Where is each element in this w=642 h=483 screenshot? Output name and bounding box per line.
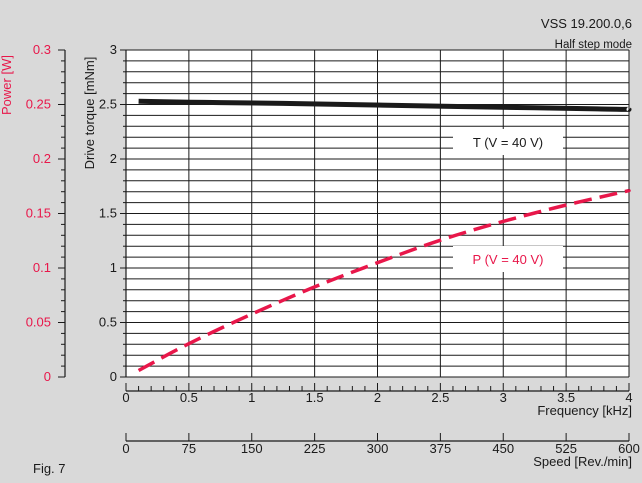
x-tick-label: 1.5 bbox=[306, 390, 324, 405]
x2-tick-label: 600 bbox=[618, 441, 640, 456]
x-tick-label: 3.5 bbox=[557, 390, 575, 405]
x2-axis-label: Speed [Rev./min] bbox=[533, 454, 632, 469]
y-tick-label: 0.5 bbox=[99, 315, 117, 330]
y-tick-label: 0 bbox=[110, 369, 117, 384]
x2-tick-label: 525 bbox=[555, 441, 577, 456]
series bbox=[137, 98, 632, 373]
y-tick-label: 1 bbox=[110, 260, 117, 275]
x-tick-label: 0.5 bbox=[180, 390, 198, 405]
tick-labels: 0 0.05 0.1 0.15 0.2 0.25 0.3 0 0.5 1 1.5 2 2.5 3 0 0.5 1… bbox=[26, 42, 640, 456]
y-tick-label: 2 bbox=[110, 151, 117, 166]
x2-tick-label: 0 bbox=[122, 441, 129, 456]
y-axis-label: Drive torque [mNm] bbox=[82, 57, 97, 170]
series-labels: T (V = 40 V) P (V = 40 V) bbox=[453, 129, 563, 272]
y-tick-label: 3 bbox=[110, 42, 117, 57]
y2-tick-label: 0.15 bbox=[26, 206, 51, 221]
torque-series-label-box bbox=[453, 129, 563, 155]
torque-series-label: T (V = 40 V) bbox=[473, 135, 543, 150]
x2-tick-label: 75 bbox=[182, 441, 196, 456]
y2-tick-label: 0.2 bbox=[33, 151, 51, 166]
x-tick-label: 3 bbox=[500, 390, 507, 405]
x-tick-label: 0 bbox=[122, 390, 129, 405]
mode-subtitle: Half step mode bbox=[555, 39, 632, 51]
figure-label: Fig. 7 bbox=[33, 461, 66, 476]
y2-tick-label: 0.1 bbox=[33, 260, 51, 275]
y2-tick-label: 0.25 bbox=[26, 97, 51, 112]
y2-axis-label: Power [W] bbox=[0, 55, 14, 115]
y2-tick-label: 0 bbox=[44, 369, 51, 384]
power-series-line bbox=[137, 188, 631, 373]
model-title: VSS 19.200.0,6 bbox=[541, 16, 632, 31]
x-tick-label: 4 bbox=[625, 390, 632, 405]
tick-marks bbox=[58, 49, 630, 441]
power-series-label: P (V = 40 V) bbox=[473, 252, 544, 267]
x2-tick-label: 225 bbox=[304, 441, 326, 456]
x-tick-label: 1 bbox=[248, 390, 255, 405]
x-tick-label: 2.5 bbox=[431, 390, 449, 405]
power-series-label-box bbox=[453, 246, 563, 272]
x-axis-label: Frequency [kHz] bbox=[537, 403, 632, 418]
y-tick-label: 1.5 bbox=[99, 206, 117, 221]
x2-tick-label: 450 bbox=[492, 441, 514, 456]
x2-tick-label: 150 bbox=[241, 441, 263, 456]
x2-tick-label: 300 bbox=[367, 441, 389, 456]
torque-series-line bbox=[138, 98, 632, 112]
y2-tick-label: 0.3 bbox=[33, 42, 51, 57]
y-tick-label: 2.5 bbox=[99, 97, 117, 112]
x-tick-label: 2 bbox=[374, 390, 381, 405]
y2-tick-label: 0.05 bbox=[26, 315, 51, 330]
x2-tick-label: 375 bbox=[430, 441, 452, 456]
